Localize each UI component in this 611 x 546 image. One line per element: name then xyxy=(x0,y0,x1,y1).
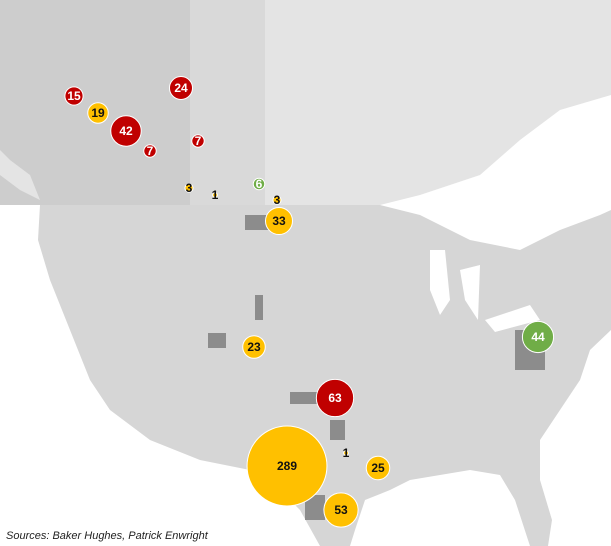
bubble xyxy=(143,144,157,158)
bubble-label: 63 xyxy=(328,391,342,405)
bubble xyxy=(184,183,194,193)
bubble xyxy=(265,207,293,235)
bubble xyxy=(242,335,266,359)
bubble-label: 53 xyxy=(334,503,348,517)
bubble xyxy=(315,378,355,418)
bubble xyxy=(64,86,84,106)
bubble xyxy=(521,320,555,354)
great-lakes xyxy=(430,250,540,332)
bubble-label: 24 xyxy=(174,81,188,95)
bubble xyxy=(272,195,282,205)
bubble-label: 7 xyxy=(147,144,154,158)
bubble xyxy=(212,192,218,198)
bubble xyxy=(323,492,359,528)
bubble xyxy=(110,115,142,147)
bubble-label: 25 xyxy=(371,461,385,475)
bubble xyxy=(191,134,205,148)
bubble-label: 33 xyxy=(272,214,286,228)
bubble xyxy=(252,177,266,191)
bubble-label: 44 xyxy=(531,330,545,344)
bubble-label: 7 xyxy=(195,134,202,148)
bubble xyxy=(343,450,349,456)
bubble xyxy=(168,75,194,101)
canada-west xyxy=(0,0,190,205)
bubble-label: 1 xyxy=(343,446,350,460)
bubble-label: 19 xyxy=(91,106,105,120)
bubble-label: 3 xyxy=(186,181,193,195)
bubble xyxy=(365,455,391,481)
bubble-label: 23 xyxy=(247,340,261,354)
bubble-label: 42 xyxy=(119,124,133,138)
bubble-label: 15 xyxy=(67,89,81,103)
bubble-label: 1 xyxy=(212,188,219,202)
canada-mid xyxy=(190,0,265,205)
bubble-label: 3 xyxy=(274,193,281,207)
bubble xyxy=(246,425,328,507)
bubble-label: 289 xyxy=(277,459,297,473)
source: Sources: Baker Hughes, Patrick Enwright xyxy=(6,530,209,542)
bubble-label: 6 xyxy=(256,177,263,191)
bubble xyxy=(87,102,109,124)
